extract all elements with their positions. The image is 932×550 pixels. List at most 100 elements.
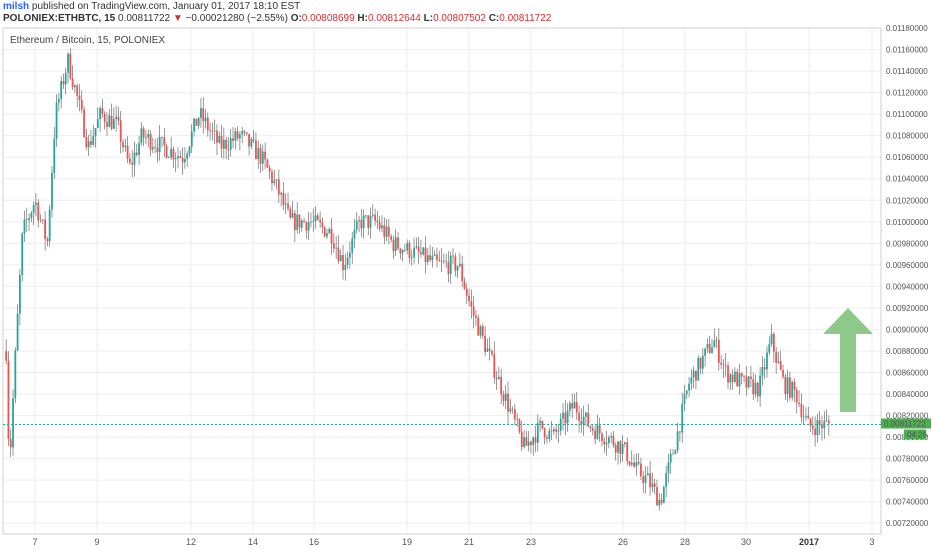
candle-body [69, 53, 72, 79]
candle-body [541, 420, 544, 429]
candle-body [509, 408, 512, 412]
candle-body [704, 348, 707, 356]
candle-body [468, 295, 470, 302]
x-tick-label: 12 [186, 537, 196, 547]
candle-body [293, 213, 296, 230]
candle-body [717, 339, 720, 363]
candle-body [488, 348, 491, 351]
candle-body [238, 134, 241, 139]
y-tick-label: 0.00920000 [886, 304, 929, 313]
y-tick-label: 0.00940000 [886, 282, 929, 291]
candle-body [695, 370, 697, 381]
candle-body [692, 370, 695, 378]
candle-body [64, 72, 67, 85]
candle-body [222, 139, 225, 149]
candle-body [23, 219, 26, 234]
time-axis[interactable]: 7 9 12 14 16 19 21 23 26 28 30 2017 3 [32, 537, 874, 547]
candle-body [436, 254, 438, 260]
candle-body [181, 157, 184, 163]
candle-body [520, 431, 523, 447]
candle-body [90, 141, 92, 145]
pane-title: Ethereum / Bitcoin, 15, POLONIEX [10, 35, 165, 46]
candle-body [12, 398, 14, 448]
candle-body [179, 156, 182, 158]
candle-body [511, 408, 514, 410]
candle-body [491, 350, 493, 355]
x-tick-label: 30 [741, 537, 751, 547]
candle-body [96, 119, 99, 129]
candle-body [310, 221, 312, 223]
candle-body [280, 192, 283, 195]
author-link[interactable]: milsh [3, 1, 30, 12]
y-tick-label: 0.00760000 [886, 476, 929, 485]
candle-body [232, 138, 234, 141]
candle-body [126, 145, 129, 159]
chart-pane-border [2, 27, 882, 535]
y-tick-label: 0.00780000 [886, 455, 929, 464]
y-tick-label: 0.01120000 [886, 89, 928, 98]
candle-body [802, 416, 805, 418]
candle-body [674, 450, 677, 454]
candle-body [342, 254, 344, 271]
candle-body [594, 430, 597, 439]
candle-body [106, 122, 108, 127]
candle-body [67, 53, 69, 73]
candle-body [775, 351, 778, 363]
candle-body [575, 401, 578, 413]
price-axis[interactable]: 0.01180000 0.01160000 0.01140000 0.01120000… [886, 24, 929, 528]
candle-body [603, 441, 606, 445]
candle-body [610, 436, 613, 438]
candle-body [53, 138, 56, 173]
candle-body [550, 430, 553, 432]
candle-body [326, 233, 328, 237]
candle-body [683, 394, 686, 404]
y-tick-label: 0.00820000 [886, 412, 929, 421]
candle-body [642, 476, 645, 483]
candle-body [724, 365, 727, 367]
candle-body [743, 376, 745, 378]
candle-body [124, 145, 127, 148]
candle-body [167, 157, 170, 159]
candle-body [665, 473, 668, 487]
candle-body [740, 373, 743, 377]
high-label: H: [357, 13, 368, 24]
candle-body [362, 215, 365, 229]
y-tick-label: 0.00880000 [886, 347, 929, 356]
candle-body [128, 158, 131, 163]
candle-body [582, 416, 585, 425]
candle-body [337, 247, 340, 262]
candle-body [273, 180, 276, 184]
candle-body [566, 410, 569, 424]
candle-body [110, 115, 113, 129]
close-value: 0.00811722 [499, 13, 552, 24]
candle-body [378, 222, 381, 229]
candle-body [387, 226, 390, 237]
candle-body [73, 85, 76, 88]
candle-body [660, 499, 663, 504]
candle-body [708, 343, 711, 353]
candle-body [585, 412, 587, 417]
candle-body [305, 222, 308, 231]
candle-body [227, 148, 230, 150]
candle-body [626, 442, 629, 462]
open-value: 0.00808699 [301, 13, 355, 24]
candle-body [57, 99, 60, 103]
candle-body [539, 420, 542, 423]
candle-body [640, 463, 642, 477]
up-arrow-annotation [823, 308, 873, 412]
candle-body [117, 116, 120, 121]
candle-body [319, 219, 322, 223]
candle-body [756, 382, 759, 397]
candle-body [298, 214, 301, 228]
candle-body [119, 120, 122, 143]
candle-body [497, 376, 500, 380]
candle-body [525, 437, 528, 446]
candle-body [795, 389, 798, 403]
candle-body [99, 108, 102, 120]
candle-body [296, 214, 299, 230]
candle-body [18, 274, 21, 314]
candle-body [80, 99, 83, 110]
candle-body [658, 499, 661, 506]
candle-body [147, 133, 150, 138]
